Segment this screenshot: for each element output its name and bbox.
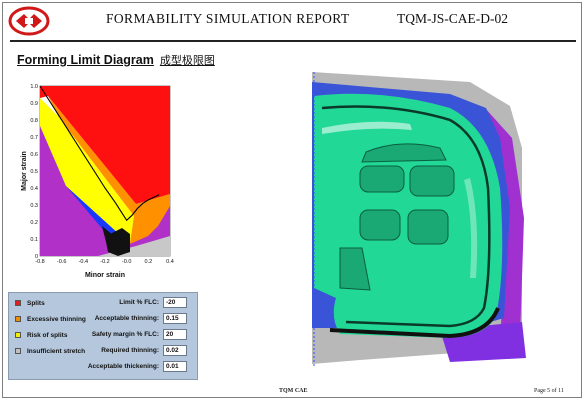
x-tick-label: 0.4 xyxy=(166,259,174,265)
cutout xyxy=(409,165,455,197)
x-tick-labels: -0.8 -0.6 -0.4 -0.2 -0.0 0.2 0.4 xyxy=(35,259,174,265)
x-tick-label: 0.2 xyxy=(145,259,153,265)
cutout xyxy=(339,247,371,291)
limit-flc-field[interactable]: -20 xyxy=(163,297,187,308)
section-title: Forming Limit Diagram 成型极限图 xyxy=(17,52,215,68)
y-tick-label: 1.0 xyxy=(30,84,38,90)
x-axis-label: Minor strain xyxy=(85,272,125,279)
cutout xyxy=(359,209,401,241)
legend-swatch xyxy=(15,332,21,338)
legend-item-insufficient-stretch: Insufficient stretch xyxy=(15,345,85,357)
zone-insufficient-stretch xyxy=(40,116,170,256)
page-frame xyxy=(2,2,582,398)
legend-item-risk-of-splits: Risk of splits xyxy=(15,329,67,341)
page-number: Page 5 of 11 xyxy=(534,388,564,394)
x-tick-label: -0.8 xyxy=(35,259,44,265)
acceptable-thickening-field[interactable]: 0.01 xyxy=(163,361,187,372)
legend-label: Splits xyxy=(27,299,45,307)
param-label-acceptable-thinning: Acceptable thinning: xyxy=(94,315,159,322)
x-tick-label: -0.0 xyxy=(122,259,131,265)
x-tick-label: -0.2 xyxy=(100,259,109,265)
hood-highlight xyxy=(464,178,478,278)
legend-label: Insufficient stretch xyxy=(27,347,86,355)
flc-settings-panel: Splits Excessive thinning Risk of splits… xyxy=(8,292,198,380)
zone-safe xyxy=(98,236,170,256)
y-tick-label: 0.4 xyxy=(30,186,38,192)
flc-curve xyxy=(39,85,160,222)
flange-purple-right xyxy=(485,108,524,344)
x-tick-label: -0.4 xyxy=(79,259,88,265)
param-label-required-thinning: Required thinning: xyxy=(101,347,159,354)
y-tick-label: 0.7 xyxy=(30,135,38,141)
y-tick-label: 0.8 xyxy=(30,118,38,124)
x-tick-label: -0.6 xyxy=(57,259,66,265)
safety-margin-field[interactable]: 20 xyxy=(163,329,187,340)
legend-swatch xyxy=(15,348,21,354)
legend-swatch xyxy=(15,300,21,306)
required-thinning-field[interactable]: 0.02 xyxy=(163,345,187,356)
y-tick-label: 0.3 xyxy=(30,203,38,209)
header-divider xyxy=(10,40,576,42)
legend-item-splits: Splits xyxy=(15,297,45,309)
legend-item-excessive-thinning: Excessive thinning xyxy=(15,313,86,325)
y-tick-label: 0.6 xyxy=(30,152,38,158)
y-tick-label: 0.1 xyxy=(30,237,38,243)
param-label-safety-margin: Safety margin % FLC: xyxy=(91,331,159,338)
y-tick-label: 0.5 xyxy=(30,169,38,175)
cutout xyxy=(359,165,405,193)
acceptable-thinning-field[interactable]: 0.15 xyxy=(163,313,187,324)
report-id: TQM-JS-CAE-D-02 xyxy=(397,11,508,26)
simulation-model-view xyxy=(312,72,526,366)
zone-splits xyxy=(40,86,170,204)
hood-cutouts xyxy=(339,143,455,291)
forming-limit-diagram: -0.8 -0.6 -0.4 -0.2 -0.0 0.2 0.4 0 0.1 0.2 0.3 0.4… xyxy=(21,84,174,279)
cutout xyxy=(361,143,447,163)
report-title: FORMABILITY SIMULATION REPORT xyxy=(106,11,350,26)
y-tick-label: 0.9 xyxy=(30,101,38,107)
hood-highlight xyxy=(322,121,412,134)
hood-inner-edge xyxy=(321,105,491,328)
legend-label: Risk of splits xyxy=(27,331,68,339)
hood-outer-edge xyxy=(329,307,500,339)
strain-point-cloud-spur xyxy=(102,226,114,242)
y-tick-labels: 0 0.1 0.2 0.3 0.4 0.5 0.6 0.7 0.8 0.9 1.0 xyxy=(30,84,38,260)
zone-risk-of-splits xyxy=(40,98,134,244)
legend-swatch xyxy=(15,316,21,322)
section-title-en: Forming Limit Diagram xyxy=(17,53,154,67)
footer-company: TQM CAE xyxy=(279,388,308,394)
cutout xyxy=(407,209,449,245)
param-label-limit-flc: Limit % FLC: xyxy=(119,299,159,306)
y-axis-label: Major strain xyxy=(21,151,28,191)
y-tick-label: 0.2 xyxy=(30,220,38,226)
legend-label: Excessive thinning xyxy=(27,315,86,323)
company-logo xyxy=(8,6,50,36)
section-title-cn: 成型极限图 xyxy=(159,54,215,67)
y-tick-label: 0 xyxy=(35,254,38,260)
param-label-acceptable-thickening: Acceptable thickening: xyxy=(87,363,159,370)
